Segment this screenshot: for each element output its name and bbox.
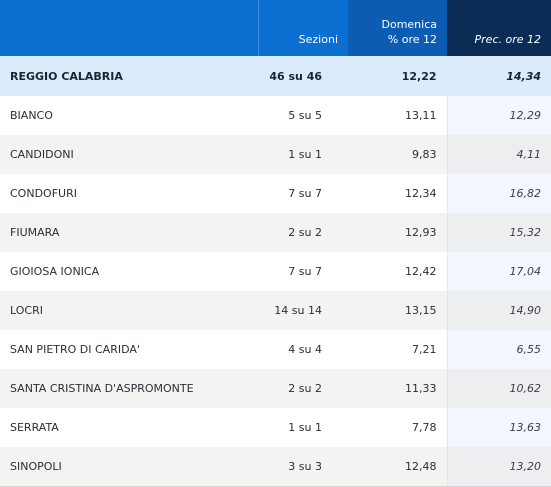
comune-sezioni: 14 su 14 [258,291,348,330]
table-body: REGGIO CALABRIA 46 su 46 12,22 14,34 BIA… [0,56,551,487]
comune-name: BIANCO [0,96,258,135]
comune-sezioni: 1 su 1 [258,135,348,174]
comune-pct: 12,42 [348,252,447,291]
comune-sezioni: 3 su 3 [258,447,348,487]
total-name: REGGIO CALABRIA [0,56,258,96]
comune-name: FIUMARA [0,213,258,252]
table-row: BIANCO 5 su 5 13,11 12,29 [0,96,551,135]
comune-pct: 12,34 [348,174,447,213]
comune-name: GIOIOSA IONICA [0,252,258,291]
comune-pct: 11,33 [348,369,447,408]
header-domenica: Domenica % ore 12 [348,0,447,56]
comune-sezioni: 2 su 2 [258,213,348,252]
comune-prec: 15,32 [446,213,551,252]
header-prec: Prec. ore 12 [447,0,551,56]
comune-name: SANTA CRISTINA D'ASPROMONTE [0,369,258,408]
comune-pct: 7,21 [348,330,447,369]
comune-prec: 14,90 [446,291,551,330]
comune-name: SINOPOLI [0,447,258,487]
comune-prec: 16,82 [446,174,551,213]
table-row: LOCRI 14 su 14 13,15 14,90 [0,291,551,330]
comune-sezioni: 1 su 1 [258,408,348,447]
comune-prec: 13,20 [446,447,551,487]
table-row: SINOPOLI 3 su 3 12,48 13,20 [0,447,551,487]
comune-name: SERRATA [0,408,258,447]
comune-prec: 13,63 [446,408,551,447]
comune-pct: 7,78 [348,408,447,447]
comune-sezioni: 7 su 7 [258,174,348,213]
comune-prec: 12,29 [446,96,551,135]
total-sezioni: 46 su 46 [258,56,348,96]
total-prec: 14,34 [446,56,551,96]
header-domenica-line2: % ore 12 [387,33,437,46]
table-row: SERRATA 1 su 1 7,78 13,63 [0,408,551,447]
table-header: Sezioni Domenica % ore 12 Prec. ore 12 [0,0,551,56]
comune-prec: 17,04 [446,252,551,291]
header-domenica-line1: Domenica [381,18,438,31]
comune-prec: 4,11 [446,135,551,174]
table-row: CONDOFURI 7 su 7 12,34 16,82 [0,174,551,213]
comune-name: SAN PIETRO DI CARIDA' [0,330,258,369]
header-blank [0,0,258,56]
comune-pct: 12,93 [348,213,447,252]
comune-sezioni: 5 su 5 [258,96,348,135]
table-row: FIUMARA 2 su 2 12,93 15,32 [0,213,551,252]
comune-sezioni: 2 su 2 [258,369,348,408]
comune-prec: 10,62 [446,369,551,408]
comune-name: LOCRI [0,291,258,330]
total-pct: 12,22 [348,56,447,96]
table-row: CANDIDONI 1 su 1 9,83 4,11 [0,135,551,174]
comune-pct: 13,15 [348,291,447,330]
table-row-total: REGGIO CALABRIA 46 su 46 12,22 14,34 [0,56,551,96]
comune-name: CANDIDONI [0,135,258,174]
comune-pct: 12,48 [348,447,447,487]
header-sezioni: Sezioni [257,0,348,56]
comune-prec: 6,55 [446,330,551,369]
comune-sezioni: 7 su 7 [258,252,348,291]
table-row: GIOIOSA IONICA 7 su 7 12,42 17,04 [0,252,551,291]
comune-name: CONDOFURI [0,174,258,213]
table-row: SAN PIETRO DI CARIDA' 4 su 4 7,21 6,55 [0,330,551,369]
comune-pct: 13,11 [348,96,447,135]
table-row: SANTA CRISTINA D'ASPROMONTE 2 su 2 11,33… [0,369,551,408]
comune-sezioni: 4 su 4 [258,330,348,369]
comune-pct: 9,83 [348,135,447,174]
